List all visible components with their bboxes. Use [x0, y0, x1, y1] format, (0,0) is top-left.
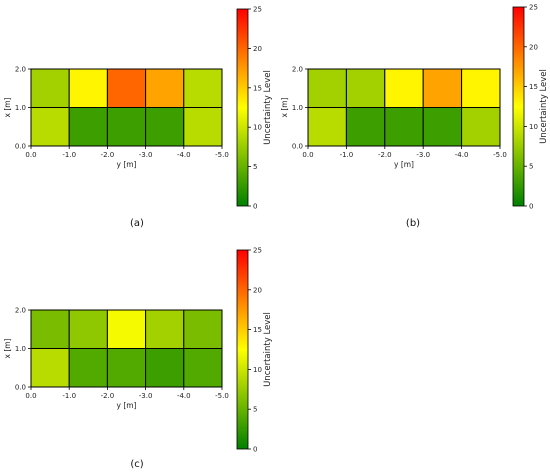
- y-tick-label: 2.0: [15, 307, 26, 315]
- colorbar-gradient: [512, 6, 525, 207]
- heatmap-cell: [106, 68, 147, 108]
- heatmap-cell: [30, 309, 70, 349]
- x-tick-label: -2.0: [101, 392, 115, 400]
- heatmap-cell: [307, 68, 347, 108]
- colorbar-tick-label: 15: [253, 84, 262, 92]
- colorbar-tick-label: 0: [253, 203, 257, 211]
- heatmap-cell: [183, 107, 223, 147]
- y-tick-label: 1.0: [15, 345, 26, 353]
- colorbar-tick-label: 15: [253, 326, 262, 334]
- colorbar-label: Uncertainty Level: [539, 69, 549, 144]
- x-tick-label: -5.0: [215, 151, 229, 159]
- y-tick-label: 1.0: [292, 104, 303, 112]
- heatmap-cell: [68, 107, 108, 147]
- colorbar: 0 5 10 15 20 25 Uncertainty Level: [236, 247, 273, 454]
- x-tick-label: -5.0: [493, 151, 507, 159]
- colorbar-tick-label: 20: [253, 45, 262, 53]
- x-tick-label: -4.0: [455, 151, 469, 159]
- heatmap-panel-1: 0.0 -1.0 -2.0 -3.0 -4.0 -5.0 0.0 1.0 2.0 y [m] x […: [3, 6, 273, 230]
- colorbar-label: Uncertainty Level: [263, 70, 273, 145]
- colorbar-tick-label: 10: [529, 123, 538, 131]
- x-tick-label: -2.0: [378, 151, 392, 159]
- colorbar-tick-label: 25: [253, 247, 262, 255]
- heatmap-cell: [30, 68, 70, 108]
- colorbar-tick-label: 20: [529, 43, 538, 51]
- colorbar-tick-label: 5: [253, 163, 257, 171]
- heatmap-cell: [68, 309, 108, 349]
- x-tick-label: -4.0: [177, 151, 191, 159]
- colorbar: 0 5 10 15 20 25 Uncertainty Level: [236, 6, 273, 211]
- x-tick-label: -1.0: [62, 151, 76, 159]
- colorbar-tick-label: 15: [529, 83, 538, 91]
- y-axis-label: x [m]: [280, 97, 289, 117]
- x-tick-label: 0.0: [25, 151, 36, 159]
- heatmap-cell: [106, 107, 147, 147]
- heatmap-cell: [145, 68, 185, 108]
- x-tick-label: 0.0: [302, 151, 313, 159]
- colorbar-tick-label: 20: [253, 286, 262, 294]
- heatmap-cell: [145, 348, 185, 388]
- heatmap-cell: [68, 68, 108, 108]
- y-tick-label: 1.0: [15, 104, 26, 112]
- panel-label: (a): [130, 218, 144, 229]
- heatmap-cell: [384, 107, 424, 147]
- colorbar-gradient: [236, 8, 249, 207]
- x-axis-label: y [m]: [117, 401, 137, 410]
- colorbar-tick-label: 10: [253, 366, 262, 374]
- x-axis-label: y [m]: [394, 160, 414, 169]
- x-tick-label: -5.0: [215, 392, 229, 400]
- heatmap-cell: [384, 68, 424, 108]
- y-axis-label: x [m]: [3, 97, 12, 117]
- heatmap-cell: [145, 107, 185, 147]
- heatmap-cell: [422, 107, 463, 147]
- x-tick-label: -3.0: [139, 392, 153, 400]
- heatmap-cell: [30, 107, 70, 147]
- colorbar-tick-label: 0: [253, 446, 257, 454]
- colorbar-tick-label: 25: [253, 6, 262, 14]
- x-tick-label: -3.0: [139, 151, 153, 159]
- heatmap-cell: [106, 309, 147, 349]
- heatmap-cell: [461, 68, 501, 108]
- heatmap-panel-3: 0.0 -1.0 -2.0 -3.0 -4.0 -5.0 0.0 1.0 2.0 y [m] x […: [3, 247, 273, 471]
- heatmap-cell: [183, 68, 223, 108]
- y-tick-label: 2.0: [292, 66, 303, 74]
- heatmap-panel-2: 0.0 -1.0 -2.0 -3.0 -4.0 -5.0 0.0 1.0 2.0 y [m] x […: [280, 4, 549, 230]
- heatmap-cell: [345, 68, 386, 108]
- colorbar-tick-label: 0: [529, 203, 533, 211]
- x-tick-label: -1.0: [62, 392, 76, 400]
- panel-label: (c): [130, 459, 143, 470]
- heatmap-cell: [106, 348, 147, 388]
- heatmap-cell: [145, 309, 185, 349]
- colorbar-tick-label: 10: [253, 124, 262, 132]
- heatmap-cell: [422, 68, 463, 108]
- heatmap-cell: [68, 348, 108, 388]
- x-tick-label: -4.0: [177, 392, 191, 400]
- colorbar-label: Uncertainty Level: [263, 312, 273, 387]
- heatmap-cell: [30, 348, 70, 388]
- colorbar-gradient: [236, 249, 249, 450]
- x-tick-label: -1.0: [340, 151, 354, 159]
- panel-label: (b): [406, 218, 420, 229]
- heatmap-cell: [307, 107, 347, 147]
- heatmap-cell: [183, 309, 223, 349]
- x-axis-label: y [m]: [117, 160, 137, 169]
- colorbar-tick-label: 5: [253, 406, 257, 414]
- heatmap-cell: [183, 348, 223, 388]
- colorbar-tick-label: 5: [529, 163, 533, 171]
- colorbar-tick-label: 25: [529, 4, 538, 12]
- x-tick-label: -3.0: [416, 151, 430, 159]
- y-tick-label: 0.0: [15, 384, 26, 392]
- y-tick-label: 0.0: [15, 143, 26, 151]
- heatmap-cell: [461, 107, 501, 147]
- x-tick-label: 0.0: [25, 392, 36, 400]
- y-tick-label: 0.0: [292, 143, 303, 151]
- x-tick-label: -2.0: [101, 151, 115, 159]
- heatmap-cell: [345, 107, 386, 147]
- y-tick-label: 2.0: [15, 66, 26, 74]
- y-axis-label: x [m]: [3, 338, 12, 358]
- colorbar: 0 5 10 15 20 25 Uncertainty Level: [512, 4, 549, 211]
